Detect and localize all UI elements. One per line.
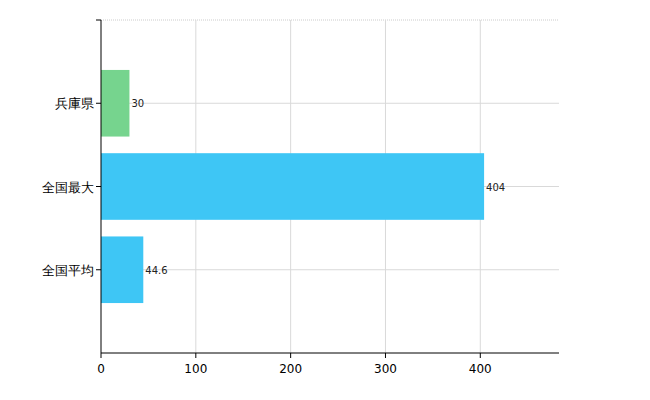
x-axis: [101, 353, 559, 354]
y-tick: [96, 186, 101, 187]
x-tick: [290, 353, 291, 358]
frame-top: [101, 20, 559, 21]
x-tick-label: 300: [374, 362, 397, 376]
x-tick: [195, 353, 196, 358]
x-tick-label: 400: [469, 362, 492, 376]
bar: [101, 236, 143, 303]
x-tick: [385, 353, 386, 358]
data-label: 404: [486, 182, 505, 193]
x-tick-label: 200: [279, 362, 302, 376]
x-tick: [480, 353, 481, 358]
category-grid-line: [101, 103, 559, 104]
chart: 30 404 44.6 兵庫県全国最大全国平均 0 100 200 300 400: [0, 0, 650, 400]
y-tick: [96, 103, 101, 104]
category-grid-line: [101, 269, 559, 270]
category-label: 全国最大: [42, 180, 94, 195]
x-tick: [101, 353, 102, 358]
data-label: 30: [131, 98, 144, 109]
bars: [101, 70, 484, 303]
y-tick-end: [96, 20, 101, 21]
bar: [101, 153, 484, 220]
category-label: 全国平均: [42, 263, 94, 278]
x-tick-label: 0: [97, 362, 105, 376]
category-label: 兵庫県: [55, 96, 94, 111]
x-tick-label: 100: [184, 362, 207, 376]
y-tick: [96, 269, 101, 270]
bar: [101, 70, 129, 137]
data-label: 44.6: [145, 265, 167, 276]
